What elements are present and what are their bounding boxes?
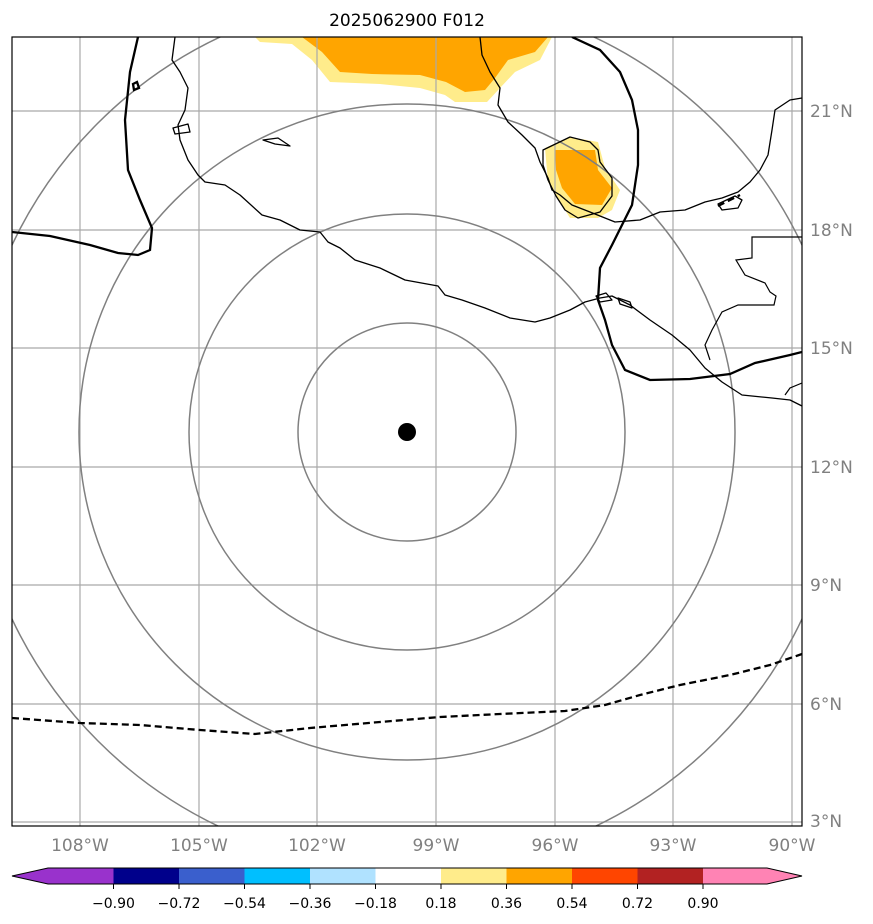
colorbar-tick-label: 0.72 (622, 896, 653, 912)
colorbar-extend-low (12, 868, 48, 884)
colorbar-tick-label: −0.18 (354, 896, 397, 912)
map-title: 2025062900 F012 (329, 11, 485, 31)
colorbar-tick-label: 0.54 (556, 896, 587, 912)
lon-label-108w: 108°W (51, 836, 109, 856)
colorbar-bin-10 (637, 868, 703, 884)
shaded-field-north (255, 37, 552, 102)
colorbar-bin-11 (703, 868, 767, 884)
country-borders (704, 236, 802, 396)
colorbar-bin-5 (310, 868, 376, 884)
colorbar-tick-label: 0.90 (687, 896, 718, 912)
colorbar-tick-label: −0.72 (158, 896, 201, 912)
colorbar-bin-4 (244, 868, 310, 884)
map-area (12, 37, 802, 826)
graticule (12, 37, 802, 826)
colorbar-bin-6 (375, 868, 441, 884)
colorbar-tick-label: 0.18 (425, 896, 456, 912)
colorbar-bin-1 (48, 868, 114, 884)
colorbar: −0.90 −0.72 −0.54 −0.36 −0.18 0.18 0.36 … (11, 867, 803, 912)
colorbar-outline (11, 867, 803, 885)
lat-label-6n: 6°N (810, 695, 842, 715)
range-ring-1 (297, 322, 517, 542)
colorbar-bin-3 (179, 868, 245, 884)
lat-label-3n: 3°N (810, 812, 842, 832)
colorbar-bin-9 (572, 868, 638, 884)
contour-dashed (12, 193, 802, 736)
range-ring-2 (188, 213, 626, 651)
lon-label-102w: 102°W (288, 836, 346, 856)
colorbar-extend-high (767, 868, 802, 884)
range-ring-3 (78, 103, 736, 761)
colorbar-tick-label: −0.90 (92, 896, 135, 912)
map-frame (11, 36, 803, 827)
lat-label-9n: 9°N (810, 576, 842, 596)
colorbar-tick-label: −0.54 (223, 896, 266, 912)
lon-label-96w: 96°W (532, 836, 579, 856)
coastlines (171, 37, 802, 407)
colorbar-bin-8 (506, 868, 572, 884)
colorbar-tick-label: −0.36 (289, 896, 332, 912)
colorbar-ticks (113, 884, 704, 889)
colorbar-tick-label: 0.36 (491, 896, 522, 912)
colorbar-bin-2 (113, 868, 179, 884)
storm-center-marker (398, 423, 416, 441)
colorbar-bin-7 (441, 868, 507, 884)
range-rings (12, 37, 802, 826)
lon-label-99w: 99°W (413, 836, 460, 856)
lat-label-18n: 18°N (810, 221, 853, 241)
lon-label-90w: 90°W (769, 836, 816, 856)
lon-label-105w: 105°W (170, 836, 228, 856)
lon-label-93w: 93°W (650, 836, 697, 856)
lat-label-12n: 12°N (810, 458, 853, 478)
lat-label-15n: 15°N (810, 339, 853, 359)
lat-label-21n: 21°N (810, 102, 853, 122)
contour-solid (12, 37, 802, 382)
